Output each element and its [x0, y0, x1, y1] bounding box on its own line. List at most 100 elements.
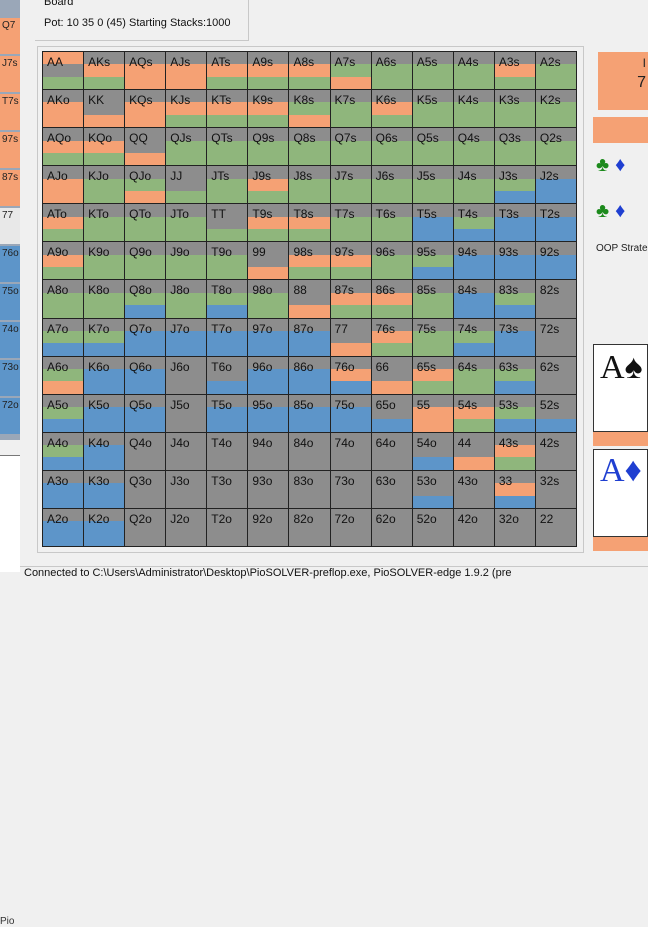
hand-cell-j4o[interactable]: J4o: [166, 432, 207, 470]
hand-cell-k3o[interactable]: K3o: [84, 470, 125, 508]
hand-cell-92s[interactable]: 92s: [535, 242, 576, 280]
hand-cell-k5o[interactable]: K5o: [84, 394, 125, 432]
hand-cell-t6s[interactable]: T6s: [371, 204, 412, 242]
hand-cell-jto[interactable]: JTo: [166, 204, 207, 242]
hand-cell-95o[interactable]: 95o: [248, 394, 289, 432]
hand-cell-kk[interactable]: KK: [84, 90, 125, 128]
hand-cell-85o[interactable]: 85o: [289, 394, 330, 432]
hand-cell-62o[interactable]: 62o: [371, 508, 412, 546]
hand-cell-t7o[interactable]: T7o: [207, 318, 248, 356]
hand-cell-t4o[interactable]: T4o: [207, 432, 248, 470]
hand-cell-33[interactable]: 33: [494, 470, 535, 508]
hand-cell-aks[interactable]: AKs: [84, 52, 125, 90]
hand-cell-65o[interactable]: 65o: [371, 394, 412, 432]
hand-cell-kto[interactable]: KTo: [84, 204, 125, 242]
hand-cell-77[interactable]: 77: [330, 318, 371, 356]
hand-cell-j5s[interactable]: J5s: [412, 166, 453, 204]
hand-cell-aqs[interactable]: AQs: [125, 52, 166, 90]
hand-cell-88[interactable]: 88: [289, 280, 330, 318]
hand-cell-t2s[interactable]: T2s: [535, 204, 576, 242]
hand-cell-94s[interactable]: 94s: [453, 242, 494, 280]
hand-cell-32s[interactable]: 32s: [535, 470, 576, 508]
hand-cell-t3o[interactable]: T3o: [207, 470, 248, 508]
hand-cell-t5s[interactable]: T5s: [412, 204, 453, 242]
action-bar[interactable]: [593, 117, 648, 143]
hand-cell-t7s[interactable]: T7s: [330, 204, 371, 242]
suit-filter-row-2[interactable]: ♣ ♦: [596, 200, 625, 223]
hand-cell-87o[interactable]: 87o: [289, 318, 330, 356]
hand-cell-t4s[interactable]: T4s: [453, 204, 494, 242]
hand-cell-j7o[interactable]: J7o: [166, 318, 207, 356]
hand-cell-q4s[interactable]: Q4s: [453, 128, 494, 166]
ace-diamonds-card[interactable]: A♦: [593, 449, 648, 537]
hand-cell-j7s[interactable]: J7s: [330, 166, 371, 204]
hand-cell-96o[interactable]: 96o: [248, 356, 289, 394]
hand-cell-qjo[interactable]: QJo: [125, 166, 166, 204]
hand-cell-ats[interactable]: ATs: [207, 52, 248, 90]
hand-cell-aqo[interactable]: AQo: [43, 128, 84, 166]
hand-cell-kqs[interactable]: KQs: [125, 90, 166, 128]
ace-spades-card[interactable]: A♠: [593, 344, 648, 432]
hand-cell-ajo[interactable]: AJo: [43, 166, 84, 204]
hand-cell-75o[interactable]: 75o: [330, 394, 371, 432]
hand-cell-ajs[interactable]: AJs: [166, 52, 207, 90]
hand-cell-q5s[interactable]: Q5s: [412, 128, 453, 166]
hand-cell-64o[interactable]: 64o: [371, 432, 412, 470]
hand-cell-a9o[interactable]: A9o: [43, 242, 84, 280]
hand-cell-a3s[interactable]: A3s: [494, 52, 535, 90]
hand-cell-62s[interactable]: 62s: [535, 356, 576, 394]
hand-cell-92o[interactable]: 92o: [248, 508, 289, 546]
hand-cell-55[interactable]: 55: [412, 394, 453, 432]
hand-cell-97s[interactable]: 97s: [330, 242, 371, 280]
hand-cell-82s[interactable]: 82s: [535, 280, 576, 318]
hand-cell-99[interactable]: 99: [248, 242, 289, 280]
hand-cell-73o[interactable]: 73o: [330, 470, 371, 508]
hand-cell-52o[interactable]: 52o: [412, 508, 453, 546]
hand-cell-a4o[interactable]: A4o: [43, 432, 84, 470]
hand-cell-t9s[interactable]: T9s: [248, 204, 289, 242]
hand-cell-a8o[interactable]: A8o: [43, 280, 84, 318]
hand-cell-a5s[interactable]: A5s: [412, 52, 453, 90]
hand-cell-j9o[interactable]: J9o: [166, 242, 207, 280]
hand-cell-t5o[interactable]: T5o: [207, 394, 248, 432]
hand-cell-ako[interactable]: AKo: [43, 90, 84, 128]
hand-cell-43s[interactable]: 43s: [494, 432, 535, 470]
hand-cell-94o[interactable]: 94o: [248, 432, 289, 470]
hand-cell-a7s[interactable]: A7s: [330, 52, 371, 90]
hand-cell-qjs[interactable]: QJs: [166, 128, 207, 166]
hand-cell-j4s[interactable]: J4s: [453, 166, 494, 204]
hand-cell-k8o[interactable]: K8o: [84, 280, 125, 318]
hand-cell-ato[interactable]: ATo: [43, 204, 84, 242]
hand-cell-74s[interactable]: 74s: [453, 318, 494, 356]
hand-cell-q7o[interactable]: Q7o: [125, 318, 166, 356]
hand-cell-63s[interactable]: 63s: [494, 356, 535, 394]
hand-cell-q7s[interactable]: Q7s: [330, 128, 371, 166]
hand-cell-j3o[interactable]: J3o: [166, 470, 207, 508]
hand-cell-65s[interactable]: 65s: [412, 356, 453, 394]
hand-cell-q4o[interactable]: Q4o: [125, 432, 166, 470]
hand-cell-43o[interactable]: 43o: [453, 470, 494, 508]
hand-cell-j8o[interactable]: J8o: [166, 280, 207, 318]
hand-cell-k9s[interactable]: K9s: [248, 90, 289, 128]
hand-cell-83o[interactable]: 83o: [289, 470, 330, 508]
hand-cell-42o[interactable]: 42o: [453, 508, 494, 546]
hand-cell-q8o[interactable]: Q8o: [125, 280, 166, 318]
hand-cell-a6o[interactable]: A6o: [43, 356, 84, 394]
hand-cell-32o[interactable]: 32o: [494, 508, 535, 546]
hand-cell-q3o[interactable]: Q3o: [125, 470, 166, 508]
hand-cell-98o[interactable]: 98o: [248, 280, 289, 318]
hand-cell-82o[interactable]: 82o: [289, 508, 330, 546]
hand-cell-86s[interactable]: 86s: [371, 280, 412, 318]
hand-cell-97o[interactable]: 97o: [248, 318, 289, 356]
hand-cell-63o[interactable]: 63o: [371, 470, 412, 508]
hand-cell-84o[interactable]: 84o: [289, 432, 330, 470]
hand-cell-75s[interactable]: 75s: [412, 318, 453, 356]
hand-cell-87s[interactable]: 87s: [330, 280, 371, 318]
hand-cell-54s[interactable]: 54s: [453, 394, 494, 432]
hand-cell-a8s[interactable]: A8s: [289, 52, 330, 90]
suit-filter-row-1[interactable]: ♣ ♦: [596, 154, 625, 177]
hand-cell-k8s[interactable]: K8s: [289, 90, 330, 128]
hand-cell-k4o[interactable]: K4o: [84, 432, 125, 470]
hand-cell-t6o[interactable]: T6o: [207, 356, 248, 394]
hand-cell-qq[interactable]: QQ: [125, 128, 166, 166]
